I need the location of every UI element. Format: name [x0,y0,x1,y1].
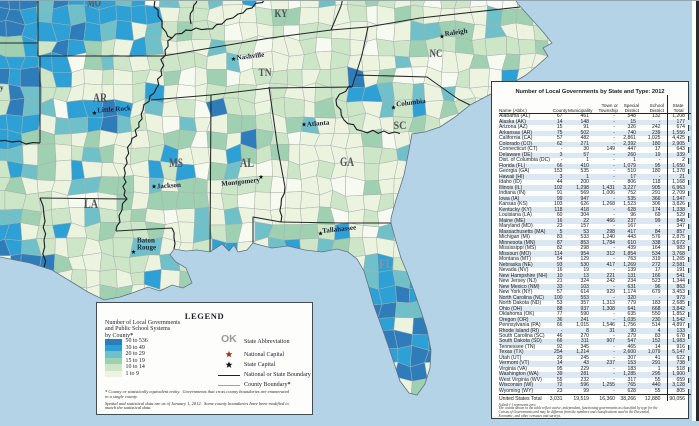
svg-text:MS: MS [169,155,183,170]
svg-text:Rouge: Rouge [137,244,156,252]
svg-text:AL: AL [240,155,254,170]
svg-text:FL: FL [379,256,393,271]
svg-text:SC: SC [394,118,407,132]
svg-text:TN: TN [259,65,272,79]
svg-text:Raleigh: Raleigh [444,27,468,38]
svg-text:Nashville: Nashville [236,51,264,62]
svg-text:Baton: Baton [137,237,155,245]
svg-text:Jackson: Jackson [157,181,182,191]
svg-text:Little Rock: Little Rock [97,104,131,114]
svg-text:LA: LA [84,196,98,211]
svg-text:NC: NC [430,46,443,60]
svg-text:MO: MO [87,0,101,10]
svg-text:GA: GA [340,154,354,169]
svg-text:KY: KY [275,6,288,20]
svg-text:AR: AR [93,90,107,105]
svg-text:Columbia: Columbia [396,97,427,109]
svg-text:Atlanta: Atlanta [306,119,330,129]
svg-text:Tallahassee: Tallahassee [322,223,357,235]
svg-text:y: y [0,84,4,92]
